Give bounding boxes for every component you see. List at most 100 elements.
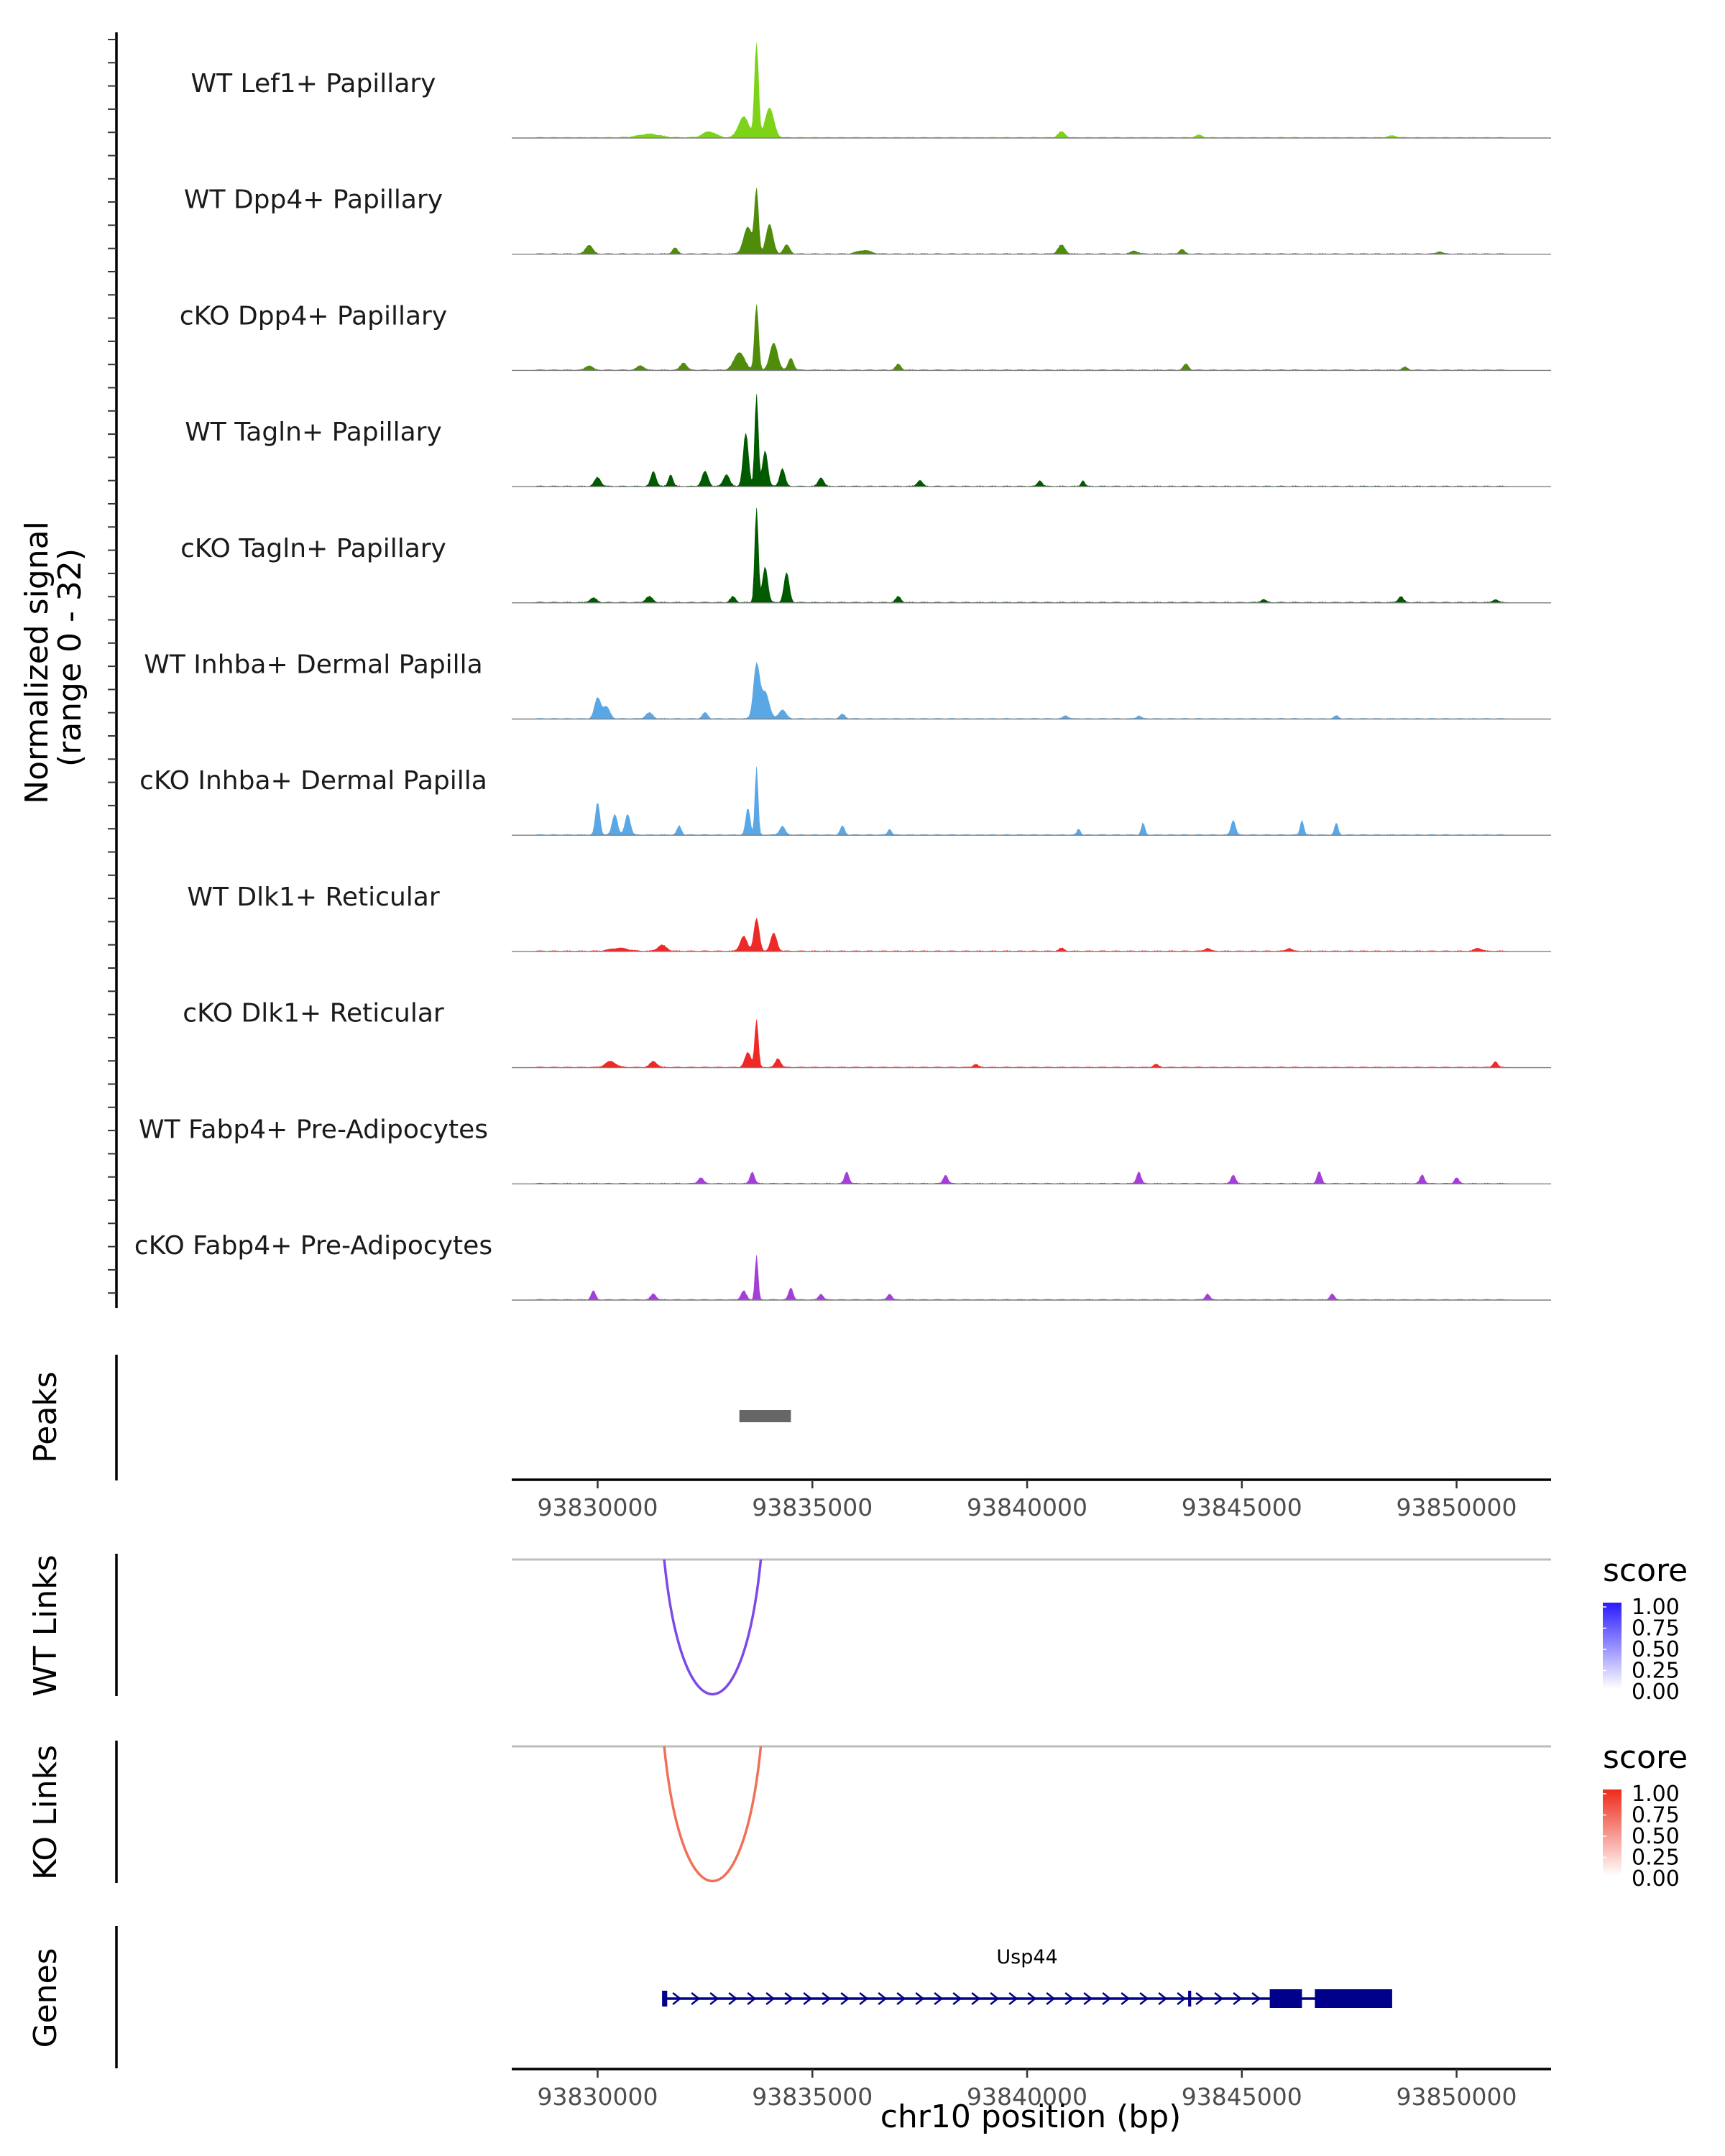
x-axis-tick-label: 93850000 <box>1397 2083 1517 2111</box>
legend-colorbar <box>1603 1603 1622 1689</box>
coverage-area <box>533 766 1509 836</box>
gene-name: Usp44 <box>996 1946 1057 1968</box>
gene-strand-arrow <box>896 1992 906 2005</box>
coverage-track: cKO Inhba+ Dermal Papilla <box>139 766 1551 836</box>
coverage-track: WT Dlk1+ Reticular <box>187 883 1551 952</box>
peak-region <box>739 1410 791 1422</box>
coverage-area <box>533 42 1509 139</box>
coverage-track-label: WT Tagln+ Papillary <box>185 418 442 447</box>
link-track: KO Links score 1.000.750.500.250.00 <box>27 1739 1688 1892</box>
coverage-track: WT Tagln+ Papillary <box>185 394 1551 487</box>
coverage-area <box>533 1255 1509 1301</box>
gene-strand-arrow <box>859 1992 869 2005</box>
genes-track: Genes Usp44 <box>27 1926 1392 2068</box>
legend-tick-label: 0.50 <box>1632 1637 1680 1662</box>
coverage-axis-title: Normalized signal (range 0 - 32) <box>19 511 88 804</box>
gene-strand-arrow <box>1195 1992 1205 2005</box>
gene-exon <box>1188 1991 1192 2007</box>
gene-strand-arrow <box>709 1992 719 2005</box>
coverage-track-label: cKO Dpp4+ Papillary <box>180 301 447 331</box>
peaks-label: Peaks <box>27 1371 64 1462</box>
coverage-area <box>533 394 1509 487</box>
legend-title: score <box>1603 1739 1688 1776</box>
legend-title: score <box>1603 1552 1688 1589</box>
gene-strand-arrow <box>1251 1992 1261 2005</box>
link-track-label: WT Links <box>27 1554 64 1696</box>
gene-strand-arrow <box>915 1992 925 2005</box>
gene-strand-arrow <box>1177 1992 1187 2005</box>
coverage-track-label: cKO Fabp4+ Pre-Adipocytes <box>134 1231 492 1261</box>
coverage-track-label: WT Dpp4+ Papillary <box>184 185 443 215</box>
gene-strand-arrow <box>952 1992 962 2005</box>
legend-tick-label: 0.00 <box>1632 1866 1680 1892</box>
legend-colorbar <box>1603 1789 1622 1876</box>
coverage-track-label: WT Inhba+ Dermal Papilla <box>144 650 482 680</box>
gene-strand-arrow <box>990 1992 1000 2005</box>
gene-exon <box>662 1991 668 2007</box>
coverage-track: cKO Dpp4+ Papillary <box>180 301 1551 372</box>
legend-tick-label: 1.00 <box>1632 1595 1680 1620</box>
x-axis-title: chr10 position (bp) <box>880 2099 1182 2135</box>
link-arc <box>663 1559 763 1695</box>
coverage-track-label: WT Lef1+ Papillary <box>191 69 436 98</box>
genes-label: Genes <box>27 1948 64 2047</box>
coverage-track: WT Dpp4+ Papillary <box>184 185 1551 255</box>
coverage-track: WT Lef1+ Papillary <box>191 42 1551 139</box>
coverage-area <box>533 1171 1509 1184</box>
gene-strand-arrow <box>1139 1992 1149 2005</box>
gene-strand-arrow <box>1158 1992 1168 2005</box>
link-track: WT Links score 1.000.750.500.250.00 <box>27 1552 1688 1705</box>
x-axis-tick-label: 93830000 <box>538 1493 658 1521</box>
coverage-track-label: cKO Dlk1+ Reticular <box>183 999 444 1028</box>
gene-strand-arrow <box>765 1992 776 2005</box>
link-arc <box>663 1746 763 1882</box>
coverage-tracks: WT Lef1+ Papillary WT Dpp4+ Papillary cKO … <box>134 42 1551 1301</box>
coverage-track: cKO Fabp4+ Pre-Adipocytes <box>134 1231 1551 1301</box>
legend-tick-label: 0.00 <box>1632 1680 1680 1705</box>
gene-strand-arrow <box>1102 1992 1112 2005</box>
gene-strand-arrow <box>1064 1992 1075 2005</box>
coverage-area <box>533 662 1509 719</box>
gene-strand-arrow <box>971 1992 981 2005</box>
gene-strand-arrow <box>803 1992 813 2005</box>
gene-strand-arrow <box>672 1992 682 2005</box>
legend-tick-label: 0.25 <box>1632 1659 1680 1684</box>
x-axis-tick-label: 93840000 <box>967 2083 1087 2111</box>
coverage-area <box>533 188 1509 255</box>
legend-tick-label: 0.75 <box>1632 1616 1680 1641</box>
x-axis-genes: 93830000 93835000 93840000 93845000 93850000 <box>512 2068 1551 2111</box>
coverage-track-label: WT Dlk1+ Reticular <box>187 883 439 912</box>
coverage-area <box>533 507 1509 604</box>
x-axis-tick-label: 93835000 <box>752 2083 873 2111</box>
x-axis-tick-label: 93845000 <box>1182 2083 1302 2111</box>
gene-strand-arrow <box>822 1992 832 2005</box>
gene-strand-arrow <box>1214 1992 1224 2005</box>
coverage-track: WT Fabp4+ Pre-Adipocytes <box>139 1115 1551 1185</box>
gene-strand-arrow <box>878 1992 888 2005</box>
gene-strand-arrow <box>840 1992 850 2005</box>
coverage-y-axis <box>108 32 118 1308</box>
gene-exon <box>1269 1989 1302 2008</box>
peaks-track: Peaks <box>27 1355 791 1480</box>
gene-strand-arrow <box>728 1992 738 2005</box>
coverage-track: WT Inhba+ Dermal Papilla <box>144 650 1551 720</box>
gene-strand-arrow <box>934 1992 944 2005</box>
x-axis-tick-label: 93840000 <box>967 1493 1087 1521</box>
x-axis-peaks: 93830000 93835000 93840000 93845000 93850000 <box>512 1478 1551 1521</box>
gene-strand-arrow <box>1008 1992 1018 2005</box>
legend-tick-label: 0.25 <box>1632 1846 1680 1871</box>
gene-strand-arrow <box>1027 1992 1037 2005</box>
legend-tick-label: 0.75 <box>1632 1803 1680 1828</box>
coverage-track-label: WT Fabp4+ Pre-Adipocytes <box>139 1115 488 1144</box>
legend-tick-label: 1.00 <box>1632 1782 1680 1807</box>
coverage-area <box>533 1019 1509 1068</box>
gene-strand-arrow <box>1083 1992 1093 2005</box>
gene-exon <box>1315 1989 1392 2008</box>
coverage-track-label: cKO Inhba+ Dermal Papilla <box>139 766 487 796</box>
coverage-track: cKO Tagln+ Papillary <box>180 507 1551 604</box>
gene-strand-arrow <box>1046 1992 1056 2005</box>
gene-strand-arrow <box>1121 1992 1131 2005</box>
gene-strand-arrow <box>1233 1992 1243 2005</box>
